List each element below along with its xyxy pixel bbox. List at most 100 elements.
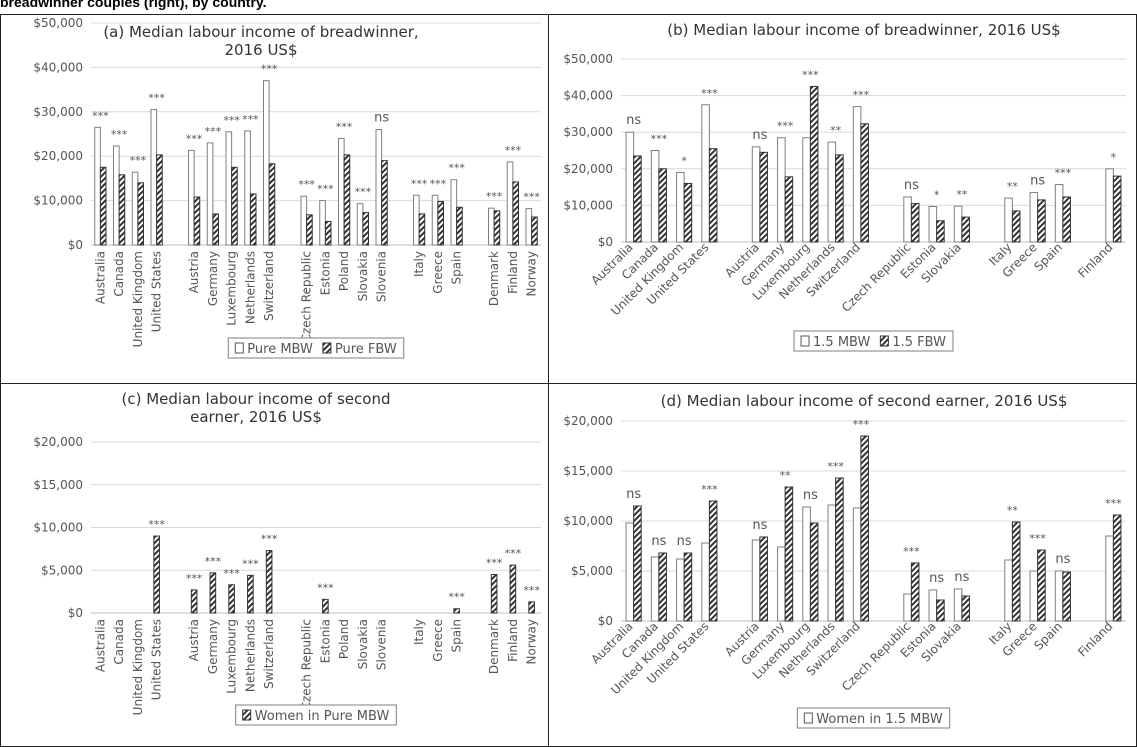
significance-label: **	[830, 124, 842, 137]
x-tick-label: Switzerland	[262, 619, 276, 689]
y-tick-label: $20,000	[33, 149, 83, 163]
y-tick-label: $50,000	[563, 52, 613, 66]
chart-title: (b) Median labour income of breadwinner,…	[667, 21, 1061, 39]
bar	[268, 163, 276, 246]
bar	[137, 182, 144, 246]
x-tick-label: Italy	[412, 619, 426, 645]
significance-label: ***	[111, 128, 128, 141]
y-tick-label: $40,000	[563, 89, 613, 103]
bar	[1029, 192, 1039, 243]
x-tick-label: Poland	[337, 251, 351, 291]
bar	[206, 142, 214, 246]
significance-label: ***	[802, 68, 819, 81]
x-tick-label: Canada	[112, 251, 126, 297]
significance-label: ***	[205, 125, 222, 138]
bar	[650, 556, 660, 622]
legend-label: Pure FBW	[335, 342, 397, 357]
x-tick-label: Estonia	[318, 619, 332, 663]
bar	[306, 214, 313, 246]
significance-label: ***	[317, 183, 334, 196]
y-tick-label: $0	[598, 235, 613, 249]
bar	[835, 154, 844, 243]
bar	[658, 552, 667, 622]
legend-swatch	[803, 712, 813, 724]
bar	[1054, 184, 1064, 243]
bar	[802, 137, 811, 243]
significance-label: ***	[242, 113, 259, 126]
bar	[456, 206, 463, 246]
bar	[777, 137, 786, 243]
bar	[835, 477, 844, 622]
bar	[1029, 570, 1039, 622]
y-tick-label: $0	[598, 614, 613, 628]
bar	[381, 160, 388, 246]
bar	[1112, 514, 1122, 622]
bar	[1105, 168, 1114, 243]
legend: Pure MBW Pure FBW	[227, 337, 405, 359]
legend-swatch	[322, 342, 332, 354]
significance-label: ***	[430, 177, 447, 190]
significance-label: ns	[929, 571, 944, 586]
bar	[528, 601, 535, 614]
x-tick-label: Estonia	[318, 251, 332, 295]
y-tick-label: $50,000	[33, 16, 83, 30]
significance-label: ***	[448, 591, 465, 604]
bar	[356, 203, 364, 246]
significance-label: ***	[242, 557, 259, 570]
x-tick-label: Denmark	[487, 619, 501, 674]
significance-label: ***	[148, 518, 165, 531]
bar	[1105, 535, 1114, 622]
significance-label: ***	[317, 581, 334, 594]
bar	[413, 194, 420, 246]
bar	[190, 589, 198, 614]
legend-box	[793, 330, 954, 352]
bar	[676, 171, 685, 243]
bar	[827, 504, 837, 622]
bar	[512, 181, 519, 246]
significance-label: ***	[205, 555, 222, 568]
x-tick-label: Greece	[431, 619, 445, 662]
bar	[1011, 210, 1021, 243]
legend: 1.5 MBW 1.5 FBW	[793, 330, 954, 352]
bar	[131, 171, 139, 246]
x-tick-label: Slovenia	[375, 619, 389, 670]
bar	[531, 216, 538, 246]
header-text: breadwinner couples (right), by country.	[0, 0, 267, 10]
legend-label: Women in Pure MBW	[255, 709, 390, 724]
bar	[265, 550, 273, 614]
significance-label: ***	[1029, 532, 1046, 545]
x-tick-label: Italy	[412, 251, 426, 277]
bar	[249, 193, 257, 246]
x-tick-label: Finland	[506, 619, 520, 662]
bar	[802, 506, 811, 622]
significance-label: ***	[827, 460, 844, 473]
bar	[953, 205, 963, 243]
x-tick-label: Austria	[187, 251, 201, 293]
bar	[827, 141, 837, 243]
bar	[450, 179, 458, 246]
x-tick-label: Greece	[431, 251, 445, 294]
legend-label: Pure MBW	[247, 342, 313, 357]
significance-label: ***	[701, 87, 718, 100]
y-tick-label: $30,000	[33, 105, 83, 119]
bar	[209, 572, 217, 614]
bar	[431, 194, 439, 246]
significance-label: ***	[505, 144, 522, 157]
bar	[490, 574, 498, 614]
bar	[231, 166, 238, 246]
x-tick-label: Poland	[337, 619, 351, 659]
y-tick-label: $5,000	[41, 563, 83, 577]
chart: $0 $5,000 $10,000 $15,000 $20,000 Australia Ca…	[33, 435, 541, 726]
bar	[300, 195, 308, 246]
x-tick-label: Spain	[1031, 240, 1065, 274]
significance-label: ns	[626, 113, 641, 128]
bar	[809, 522, 819, 622]
bar	[94, 126, 101, 246]
bar	[928, 589, 938, 622]
x-tick-label: Germany	[206, 619, 220, 674]
bar	[751, 146, 761, 243]
chart-panel: $0 $10,000 $20,000 $30,000 $40,000 $50,000 ns A…	[548, 14, 1137, 384]
bar	[324, 220, 332, 246]
chart-title: (a) Median labour income of breadwinner,…	[103, 23, 419, 59]
